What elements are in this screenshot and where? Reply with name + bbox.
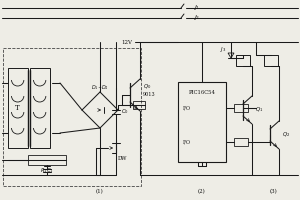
Text: 12V: 12V [121,40,132,45]
Text: $J_3$: $J_3$ [220,46,227,54]
Text: I/O: I/O [183,140,191,144]
Text: $J_2$: $J_2$ [194,12,201,21]
Text: (1): (1) [96,189,104,195]
Text: $C_0$: $C_0$ [121,108,129,116]
Text: $R_1C_1$: $R_1C_1$ [40,167,54,175]
Text: I/O: I/O [183,106,191,110]
Bar [236,55,250,66]
Text: PIC16C54: PIC16C54 [189,90,215,95]
Bar [234,138,248,146]
Bar [133,101,145,109]
Bar [264,55,278,66]
Text: $Q_2$: $Q_2$ [282,131,290,139]
Text: DW: DW [118,156,128,160]
Text: $Q_0$: $Q_0$ [143,83,151,91]
Bar [3,48,141,186]
Bar [28,155,66,165]
Bar [8,68,28,148]
Bar [234,104,248,112]
Text: 9013: 9013 [143,92,156,98]
Text: (3): (3) [270,189,278,195]
Text: (2): (2) [198,189,206,195]
Text: $D_1$~$D_4$: $D_1$~$D_4$ [91,84,109,92]
Bar [30,68,50,148]
Text: $Q_1$: $Q_1$ [255,106,263,114]
Text: T: T [15,104,20,112]
Bar [178,82,226,162]
Text: $J_1$: $J_1$ [194,2,201,11]
